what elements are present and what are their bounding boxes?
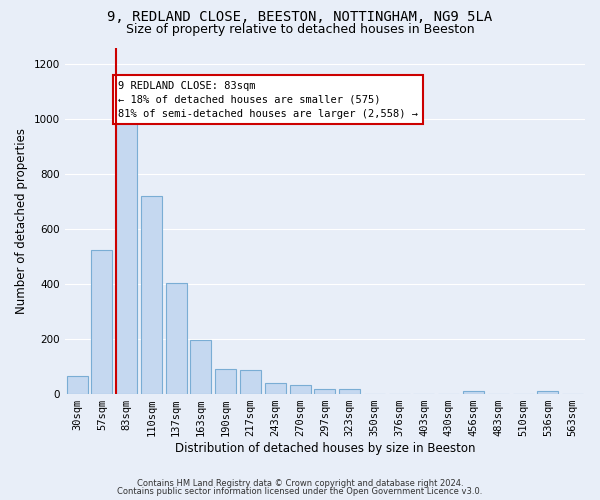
Bar [166,282,187,394]
Bar [314,389,335,394]
Bar [116,119,137,394]
Bar [141,196,162,394]
Bar [67,376,88,394]
Text: 9, REDLAND CLOSE, BEESTON, NOTTINGHAM, NG9 5LA: 9, REDLAND CLOSE, BEESTON, NOTTINGHAM, N… [107,10,493,24]
Bar [91,250,112,394]
Bar [339,389,360,394]
Bar [290,386,311,394]
Bar [463,391,484,394]
Text: Contains public sector information licensed under the Open Government Licence v3: Contains public sector information licen… [118,487,482,496]
Bar [240,370,261,394]
X-axis label: Distribution of detached houses by size in Beeston: Distribution of detached houses by size … [175,442,475,455]
Bar [215,370,236,394]
Text: Size of property relative to detached houses in Beeston: Size of property relative to detached ho… [125,22,475,36]
Bar [190,340,211,394]
Bar [538,391,559,394]
Text: Contains HM Land Registry data © Crown copyright and database right 2024.: Contains HM Land Registry data © Crown c… [137,478,463,488]
Text: 9 REDLAND CLOSE: 83sqm
← 18% of detached houses are smaller (575)
81% of semi-de: 9 REDLAND CLOSE: 83sqm ← 18% of detached… [118,80,418,118]
Bar [265,383,286,394]
Y-axis label: Number of detached properties: Number of detached properties [15,128,28,314]
